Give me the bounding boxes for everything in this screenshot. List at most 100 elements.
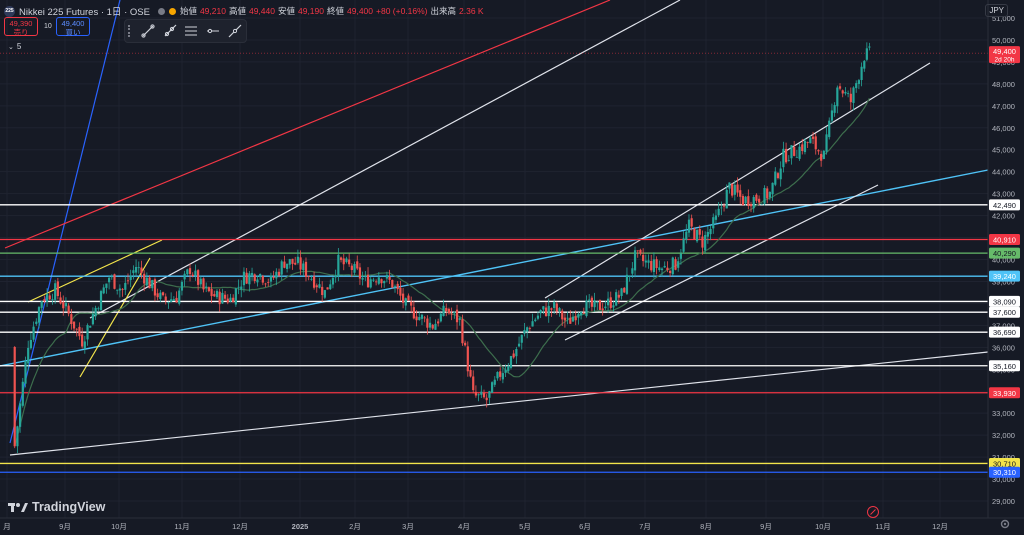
candle-body — [766, 188, 769, 199]
candle-body — [817, 150, 820, 152]
candle-body — [728, 182, 731, 189]
settings-icon[interactable] — [1000, 519, 1010, 529]
price-tick-label: 50,000 — [992, 36, 1015, 45]
candle-body — [304, 261, 308, 277]
candle-body — [690, 218, 693, 227]
high-value: 49,440 — [248, 6, 275, 16]
candle-body — [741, 195, 745, 205]
candle-body — [197, 270, 200, 285]
level-label: 36,690 — [993, 328, 1016, 337]
candle-body — [407, 295, 410, 301]
time-axis[interactable]: 月 9月 10月 11月 12月 2025 2月 3月 4月 5月 6月 7月 8月 9月 10月 11月 12… — [0, 517, 1024, 531]
candle-body — [450, 313, 453, 315]
candle-body — [269, 275, 273, 282]
candle-body — [132, 270, 135, 274]
level-label: 35,160 — [993, 362, 1016, 371]
candle-body — [779, 168, 782, 180]
candle-body — [520, 334, 523, 343]
yellow-wedge-lower — [79, 257, 151, 378]
moving-average-line — [14, 97, 870, 447]
candle-body — [264, 283, 267, 285]
candle-body — [447, 308, 451, 314]
candle-body — [40, 301, 43, 308]
candle-body — [108, 277, 111, 283]
candle-body — [296, 256, 300, 263]
tradingview-logo[interactable]: TradingView — [8, 500, 105, 514]
candle-body — [847, 93, 850, 95]
level-label-bg — [989, 295, 1020, 307]
time-tick-label: 2025 — [292, 522, 309, 531]
candle-body — [445, 307, 448, 312]
candle-body — [78, 326, 81, 337]
drag-handle-icon[interactable] — [127, 25, 134, 37]
candle-body — [612, 305, 615, 308]
candle-body — [669, 270, 672, 274]
candle-body — [677, 261, 680, 268]
candle-body — [27, 347, 30, 364]
horizontal-line-tool-icon[interactable] — [205, 23, 221, 39]
extended-line-tool-icon[interactable] — [227, 23, 243, 39]
close-label: 終値 — [326, 6, 344, 16]
candle-body — [423, 317, 426, 319]
candle-body — [126, 280, 130, 282]
candle-body — [787, 160, 790, 162]
candle-body — [493, 379, 496, 385]
level-label-bg — [989, 199, 1020, 211]
candle-body — [588, 299, 591, 302]
chevron-down-icon[interactable]: ⌄ — [8, 43, 14, 51]
candle-body — [455, 309, 459, 323]
candle-body — [180, 281, 184, 291]
candle-body — [574, 316, 577, 321]
candle-body — [771, 182, 774, 195]
candle-body — [515, 349, 518, 357]
candle-body — [642, 254, 645, 262]
symbol-title[interactable]: Nikkei 225 Futures · 1日 · OSE — [19, 7, 150, 18]
price-axis[interactable]: 51,00050,00049,00048,00047,00046,00045,0… — [987, 0, 1024, 535]
time-tick-label: 2月 — [349, 522, 361, 531]
trend-line-tool-icon[interactable] — [140, 23, 156, 39]
candle-body — [334, 275, 337, 278]
candle-body — [625, 274, 629, 294]
replay-icon[interactable] — [866, 505, 880, 519]
parallel-channel-tool-icon[interactable] — [183, 23, 199, 39]
candle-body — [186, 269, 189, 275]
candle-body — [361, 277, 364, 280]
price-axis-bg — [988, 0, 1024, 535]
candle-body — [685, 231, 688, 240]
candle-body — [714, 215, 718, 220]
candle-body — [539, 309, 542, 314]
candle-body — [469, 369, 472, 377]
candle-body — [329, 284, 332, 290]
candle-body — [776, 173, 780, 179]
last-price-label-bg — [989, 46, 1020, 64]
candle-body — [687, 219, 691, 233]
candle-body — [45, 293, 49, 302]
ray-tool-icon[interactable] — [162, 23, 178, 39]
candle-body — [868, 46, 871, 48]
candle-body — [156, 293, 159, 298]
candle-body — [860, 66, 863, 81]
candle-body — [747, 196, 750, 207]
price-tick-label: 46,000 — [992, 124, 1015, 133]
change-value: +80 (+0.16%) — [376, 6, 428, 16]
candle-body — [758, 198, 761, 203]
candle-body — [590, 297, 593, 307]
sell-button[interactable]: 49,390 売り — [4, 17, 38, 37]
buy-button[interactable]: 49,400 買い — [56, 17, 90, 37]
currency-button[interactable]: JPY — [985, 4, 1008, 17]
candle-body — [795, 156, 798, 158]
candle-body — [844, 91, 847, 94]
candle-body — [698, 229, 701, 235]
candle-body — [121, 288, 124, 290]
candle-body — [172, 299, 175, 301]
candle-body — [385, 274, 389, 279]
candle-body — [91, 313, 95, 325]
candle-body — [70, 314, 73, 325]
candle-body — [736, 184, 739, 193]
symbol-logo: 225 — [4, 5, 15, 17]
candle-body — [207, 287, 210, 292]
candle-body — [639, 249, 642, 254]
indicator-legend[interactable]: ⌄ 5 — [8, 42, 21, 51]
candle-body — [596, 301, 599, 303]
